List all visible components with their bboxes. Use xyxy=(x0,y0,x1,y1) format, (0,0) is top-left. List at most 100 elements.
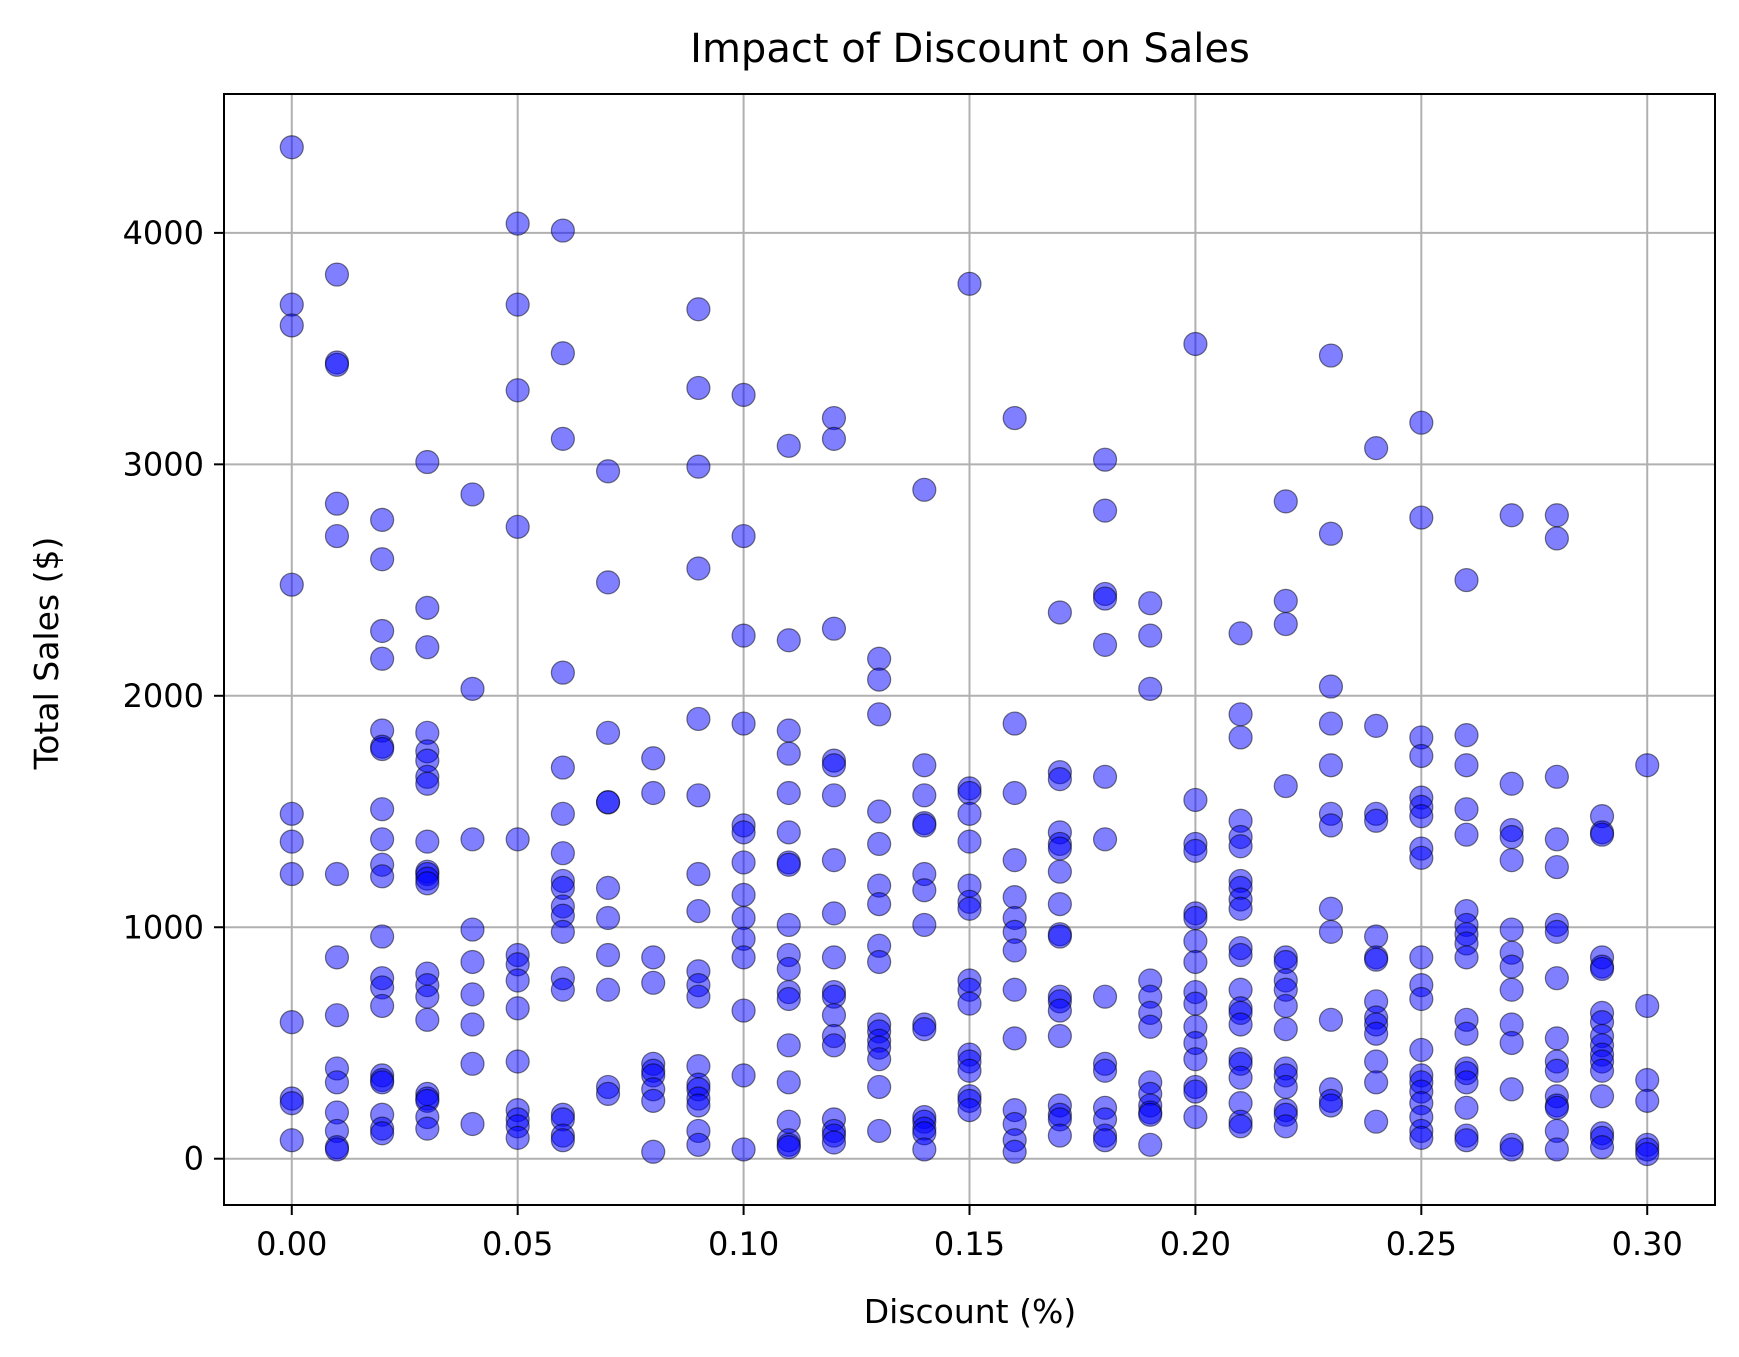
y-tick-label: 3000 xyxy=(123,445,204,483)
data-point xyxy=(1409,1125,1434,1150)
data-point xyxy=(505,968,530,993)
data-point xyxy=(1228,896,1253,921)
data-point xyxy=(1635,753,1660,778)
data-point xyxy=(1092,632,1118,657)
data-points xyxy=(279,135,1660,1167)
data-point xyxy=(1544,1137,1569,1162)
data-point xyxy=(686,898,711,924)
data-point xyxy=(1544,827,1569,852)
data-point xyxy=(505,1049,530,1074)
data-point xyxy=(641,1088,666,1113)
data-point xyxy=(957,780,982,806)
data-point xyxy=(415,829,440,854)
data-point xyxy=(1635,1067,1660,1093)
x-axis-ticks: 0.00 0.05 0.10 0.15 0.20 0.25 0.30 xyxy=(256,1205,1683,1263)
data-point xyxy=(1364,1109,1389,1134)
x-axis-label: Discount (%) xyxy=(864,1292,1076,1331)
data-point xyxy=(1589,1084,1615,1109)
data-point xyxy=(1047,1023,1072,1049)
data-point xyxy=(821,405,847,431)
data-point xyxy=(776,1070,801,1095)
data-point xyxy=(1454,797,1479,822)
data-point xyxy=(641,780,666,806)
data-point xyxy=(686,375,711,401)
data-point xyxy=(912,477,937,502)
data-point xyxy=(1544,526,1569,551)
data-point xyxy=(821,1033,847,1058)
data-point xyxy=(1499,1030,1524,1056)
data-point xyxy=(1183,1047,1208,1072)
data-point xyxy=(370,618,395,644)
data-point xyxy=(595,1081,621,1107)
data-point xyxy=(731,623,756,648)
x-tick-label: 0.20 xyxy=(1160,1225,1231,1263)
data-point xyxy=(1544,503,1569,528)
data-point xyxy=(821,616,847,641)
data-point xyxy=(370,864,395,889)
data-point xyxy=(1409,986,1434,1012)
data-point xyxy=(415,1007,440,1032)
data-point xyxy=(1318,521,1344,546)
data-point xyxy=(867,1074,892,1100)
data-point xyxy=(731,905,756,931)
data-point xyxy=(460,676,485,701)
data-point xyxy=(912,813,937,838)
data-point xyxy=(1183,1104,1208,1130)
data-point xyxy=(1454,1070,1479,1095)
data-point xyxy=(1409,743,1434,769)
data-point xyxy=(1409,410,1434,435)
data-point xyxy=(460,1111,485,1137)
data-point xyxy=(370,797,395,822)
data-point xyxy=(1092,586,1118,611)
data-point xyxy=(1409,945,1434,970)
data-point xyxy=(1544,1026,1569,1051)
data-point xyxy=(595,720,621,745)
data-point xyxy=(415,771,440,796)
data-point xyxy=(1228,702,1253,727)
data-point xyxy=(912,912,937,938)
data-point xyxy=(912,878,937,903)
data-point xyxy=(1364,1021,1389,1046)
data-point xyxy=(324,1003,350,1028)
data-point xyxy=(415,635,440,660)
data-point xyxy=(686,984,711,1009)
data-point xyxy=(595,942,621,968)
data-point xyxy=(731,382,756,407)
data-point xyxy=(641,1139,666,1164)
data-point xyxy=(867,646,892,671)
y-axis-label: Total Sales ($) xyxy=(27,537,66,771)
data-point xyxy=(1092,827,1118,852)
data-point xyxy=(1002,711,1027,736)
y-tick-label: 1000 xyxy=(123,908,204,946)
x-tick-label: 0.30 xyxy=(1612,1225,1683,1263)
data-point xyxy=(1047,836,1072,861)
data-point xyxy=(1544,854,1569,880)
data-point xyxy=(1228,621,1253,646)
data-point xyxy=(1228,725,1253,750)
data-point xyxy=(641,945,666,970)
data-point xyxy=(1544,764,1569,789)
data-point xyxy=(1092,447,1118,472)
data-point xyxy=(1092,984,1118,1009)
data-point xyxy=(1454,1128,1479,1153)
data-point xyxy=(1138,1132,1163,1157)
data-point xyxy=(279,861,304,887)
data-point xyxy=(370,1121,395,1146)
data-point xyxy=(370,993,395,1019)
data-point xyxy=(912,1137,937,1162)
data-point xyxy=(1454,723,1479,748)
data-point xyxy=(686,556,711,581)
data-point xyxy=(821,783,847,808)
data-point xyxy=(1002,1139,1027,1164)
data-point xyxy=(279,1128,304,1153)
data-point xyxy=(370,1070,395,1095)
data-point xyxy=(1228,1012,1253,1037)
data-point xyxy=(460,982,485,1007)
data-point xyxy=(550,801,575,826)
data-point xyxy=(1499,1077,1524,1102)
data-point xyxy=(1499,503,1524,528)
data-point xyxy=(1002,1026,1027,1051)
data-point xyxy=(867,831,892,857)
data-point xyxy=(1228,834,1253,859)
